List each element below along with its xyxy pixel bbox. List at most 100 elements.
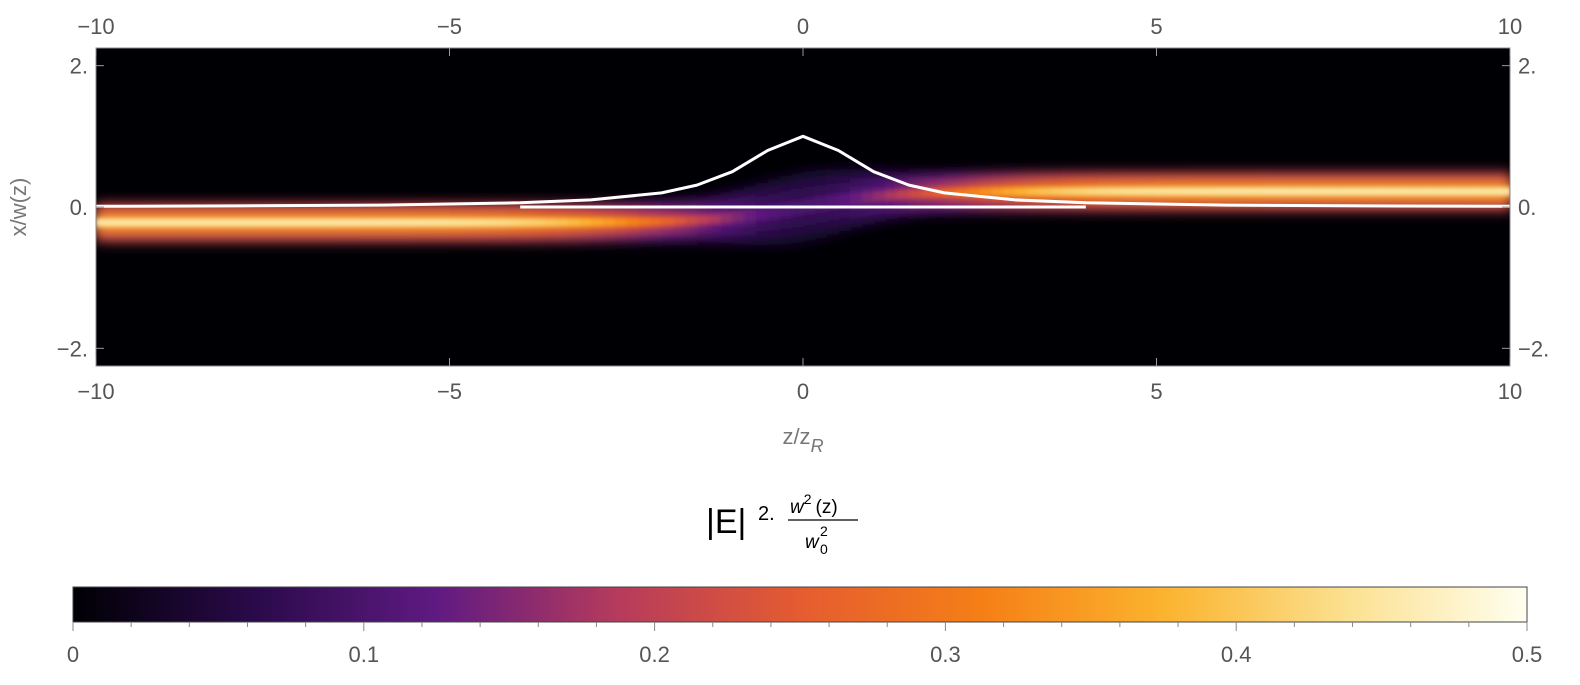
intensity-cell	[531, 218, 545, 227]
x-tick-label-bottom: −5	[437, 379, 462, 404]
intensity-cell	[850, 192, 863, 206]
intensity-cell	[107, 218, 121, 227]
colorbar: 0 0.1 0.2 0.3 0.4 0.5	[67, 586, 1542, 667]
intensity-cell	[1015, 187, 1028, 196]
intensity-cell	[1309, 187, 1323, 196]
colorbar-gradient	[72, 586, 1528, 623]
x-tick-label-top: 10	[1498, 14, 1522, 39]
intensity-cell	[225, 218, 239, 227]
colorbar-title-dot: .	[769, 503, 775, 525]
intensity-cell	[1262, 187, 1276, 196]
intensity-cell	[755, 206, 769, 221]
intensity-cell	[378, 218, 392, 227]
x-tick-label-bottom: 0	[797, 379, 809, 404]
intensity-cell	[143, 218, 156, 227]
intensity-cell	[1168, 187, 1181, 196]
intensity-cell	[1403, 187, 1417, 196]
svg-text:2: 2	[820, 523, 828, 539]
intensity-cell	[1321, 187, 1335, 196]
colorbar-ticks: 0 0.1 0.2 0.3 0.4 0.5	[67, 622, 1542, 667]
svg-text:|E|: |E|	[706, 503, 746, 541]
frac-den-sub: 0	[820, 541, 828, 557]
intensity-cell	[308, 218, 321, 227]
intensity-cell	[555, 218, 569, 227]
x-tick-label-top: −10	[77, 14, 114, 39]
intensity-cell	[885, 189, 899, 201]
intensity-cell	[166, 218, 180, 227]
intensity-cell	[1097, 187, 1111, 196]
intensity-cell	[1215, 187, 1228, 196]
intensity-cell	[814, 196, 828, 212]
intensity-cell	[1238, 187, 1252, 196]
intensity-cell	[414, 218, 427, 227]
intensity-cell	[1368, 187, 1382, 196]
svg-text:2.: 2.	[758, 503, 775, 525]
intensity-cell	[602, 217, 616, 227]
x-tick-label-top: 0	[797, 14, 809, 39]
intensity-cell	[732, 210, 745, 223]
intensity-cell	[1203, 187, 1217, 196]
x-tick-label-bottom: −10	[77, 379, 114, 404]
x-axis-label-main: z/z	[782, 424, 810, 449]
intensity-cell	[1451, 187, 1464, 196]
intensity-cell	[1050, 187, 1064, 196]
intensity-cell	[1074, 187, 1087, 196]
intensity-cell	[579, 218, 592, 227]
intensity-cell	[1462, 187, 1476, 196]
intensity-cell	[260, 218, 274, 227]
intensity-cell	[1144, 187, 1158, 196]
y-tick-label-right: 2.	[1518, 54, 1536, 79]
intensity-cell	[178, 218, 192, 227]
x-axis-label-sub: R	[811, 436, 824, 456]
intensity-cell	[1250, 187, 1264, 196]
intensity-cell	[367, 218, 380, 227]
intensity-cell	[1227, 187, 1240, 196]
intensity-cell	[1297, 187, 1311, 196]
intensity-cell	[897, 189, 910, 200]
y-tick-label-left: −2.	[57, 336, 88, 361]
intensity-cell	[1109, 187, 1122, 196]
intensity-cell	[449, 218, 463, 227]
intensity-cell	[626, 217, 639, 227]
intensity-cell	[1038, 187, 1052, 196]
intensity-cell	[649, 217, 663, 226]
svg-text:w2(z): w2 (z)	[790, 491, 838, 518]
intensity-cell	[1392, 187, 1405, 196]
intensity-cell	[461, 218, 474, 227]
intensity-cell	[496, 218, 510, 227]
intensity-cell	[838, 193, 851, 208]
intensity-cell	[202, 218, 215, 227]
intensity-cell	[1439, 187, 1452, 196]
intensity-cell	[1380, 187, 1393, 196]
intensity-cell	[661, 216, 675, 226]
intensity-cell	[1191, 187, 1205, 196]
intensity-cell	[1274, 187, 1287, 196]
svg-text:0: 0	[820, 541, 828, 557]
intensity-cell	[508, 218, 521, 227]
intensity-cell	[1180, 187, 1193, 196]
intensity-cell	[1132, 187, 1146, 196]
intensity-cell	[1333, 187, 1346, 196]
colorbar-tick-label: 0	[67, 642, 79, 667]
intensity-cell	[673, 216, 686, 226]
svg-text:w: w	[805, 532, 820, 553]
intensity-cell	[237, 218, 250, 227]
intensity-cell	[1085, 187, 1099, 196]
intensity-cell	[991, 187, 1005, 197]
colorbar-title-exponent: 2	[758, 503, 769, 525]
x-tick-label-top: −5	[437, 14, 462, 39]
colorbar-tick-label: 0.2	[639, 642, 670, 667]
intensity-cell	[1356, 187, 1370, 196]
intensity-cell	[744, 208, 757, 222]
intensity-cell	[614, 217, 628, 227]
frac-den-base: w	[805, 532, 820, 553]
intensity-cell	[190, 218, 203, 227]
intensity-cell	[402, 218, 415, 227]
x-tick-label-top: 5	[1150, 14, 1162, 39]
colorbar-tick-label: 0.1	[349, 642, 380, 667]
intensity-cell	[1156, 187, 1170, 196]
intensity-cell	[1003, 187, 1016, 196]
intensity-cell	[1345, 187, 1358, 196]
intensity-cell	[1427, 187, 1441, 196]
